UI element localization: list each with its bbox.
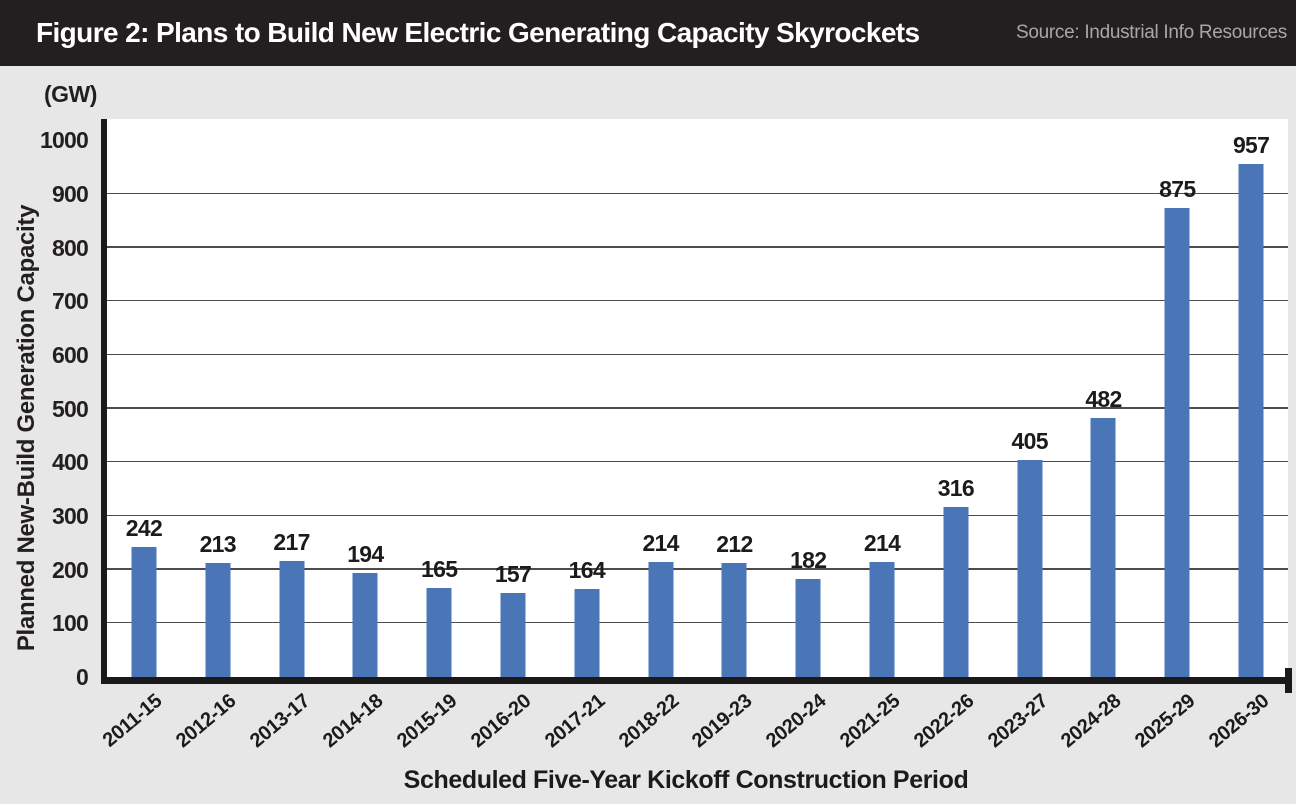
bar [1164,207,1190,677]
bar-value-label: 875 [1159,175,1196,202]
bar [795,579,821,677]
bar [500,592,526,677]
y-tick-label: 600 [52,342,89,369]
bar [869,562,895,677]
x-axis-endcap [1285,668,1292,693]
y-tick-label: 700 [52,288,89,315]
bar [1090,418,1116,677]
bar [426,588,452,677]
y-tick-label: 200 [52,556,89,583]
bar-value-label: 165 [421,556,458,583]
bar [648,562,674,677]
y-tick-label: 100 [52,610,89,637]
bar [352,572,378,677]
bar [1238,163,1264,677]
y-gridline [107,514,1288,517]
bar [205,562,231,677]
plot-area: 242 213 217 194 165 157 164 214 212 182 214 316 405 4… [101,119,1292,693]
figure-title: Figure 2: Plans to Build New Electric Ge… [36,17,920,48]
y-gridline [107,460,1288,463]
y-tick-label: 800 [52,234,89,261]
bar-value-label: 482 [1085,386,1122,413]
y-gridline [107,621,1288,624]
bar-value-label: 164 [568,557,606,584]
bar [943,507,969,677]
bar [574,589,600,677]
x-axis-title: Scheduled Five-Year Kickoff Construction… [403,766,969,794]
bar [721,563,747,677]
y-tick-label: 400 [52,449,89,476]
bar-value-label: 217 [273,528,310,555]
y-gridline [107,246,1288,248]
bar-value-label: 242 [125,515,163,542]
bar-value-label: 157 [494,560,532,587]
y-gridline [107,353,1288,356]
bar [131,547,157,677]
bar-value-label: 316 [937,475,975,502]
figure-header-bar: Figure 2: Plans to Build New Electric Ge… [0,0,1296,66]
y-tick-label: 500 [52,395,89,422]
bar-value-label: 212 [716,531,753,558]
y-gridline [107,192,1288,195]
bar-value-label: 405 [1011,427,1049,454]
bar-value-label: 957 [1232,131,1270,158]
bar-value-label: 182 [790,547,827,574]
y-tick-label: 1000 [40,127,89,154]
source-credit: Source: Industrial Info Resources [1015,22,1287,43]
y-gridline [107,299,1288,302]
y-tick-label: 300 [52,503,89,530]
bar-value-label: 213 [199,530,237,557]
bar-value-label: 214 [863,530,901,557]
y-axis-unit-label: (GW) [44,81,97,107]
y-tick-label: 900 [52,181,89,208]
bar [1017,459,1043,677]
y-tick-label: 0 [76,664,89,690]
bar-value-label: 194 [347,540,384,567]
y-gridline [107,407,1288,409]
y-gridline [107,568,1288,570]
y-axis-title: Planned New-Build Generation Capacity [13,204,40,652]
bar [279,560,305,677]
bar-value-label: 214 [642,530,679,557]
